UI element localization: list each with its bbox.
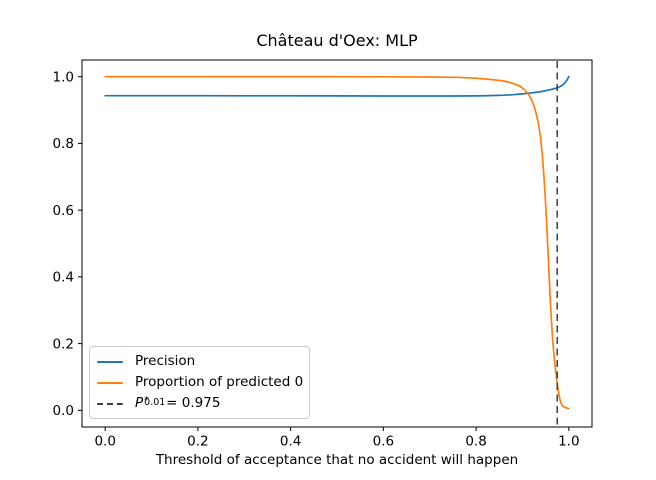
x-tick-label: 1.0 [558,434,579,450]
math-sub: 0.01 [144,397,166,408]
math-rest: = 0.975 [166,395,221,411]
math-sup: * [144,395,150,406]
proportion-line-swatch [97,381,123,384]
math-supsub: * 0.01 [143,395,166,410]
y-tick-label: 0.2 [53,336,74,352]
x-tick-label: 0.8 [465,434,486,450]
precision-line-swatch [97,360,123,363]
series-line-proportion [104,75,570,410]
legend-item-precision: Precision [97,351,301,372]
threshold-dashed-line-swatch [97,402,123,405]
y-tick-label: 0.8 [53,136,74,152]
legend-item-threshold: P * 0.01 = 0.975 [97,393,301,414]
x-tick-label: 0.2 [187,434,208,450]
series-line-precision [104,75,570,97]
y-tick-label: 0.0 [53,403,74,419]
y-tick-label: 0.6 [53,203,74,219]
legend-label-threshold: P * 0.01 = 0.975 [135,393,220,414]
axes-frame [81,59,593,428]
y-tick-label: 0.4 [53,270,74,286]
y-tick-label: 1.0 [53,69,74,85]
math-var: P [135,395,144,411]
chart-title: Château d'Oex: MLP [256,31,418,50]
x-tick-label: 0.4 [280,434,301,450]
x-tick-label: 0.0 [94,434,115,450]
x-axis-label: Threshold of acceptance that no accident… [155,452,519,468]
legend-item-proportion: Proportion of predicted 0 [97,372,304,393]
x-tick-label: 0.6 [373,434,394,450]
legend: Precision Proportion of predicted 0 P * 0.… [89,346,310,419]
legend-label-precision: Precision [135,353,196,369]
legend-label-proportion: Proportion of predicted 0 [135,374,304,390]
